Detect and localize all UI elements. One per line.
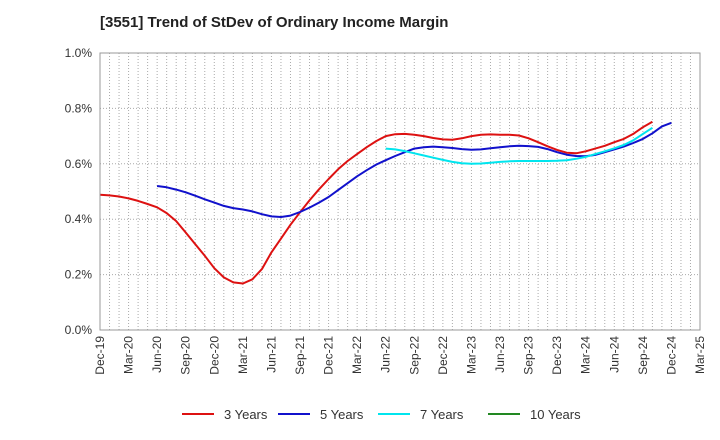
x-tick-label: Mar-20 (122, 336, 136, 374)
x-tick-label: Mar-24 (579, 336, 593, 374)
series-line-5-years (156, 121, 672, 218)
legend-label: 7 Years (420, 407, 464, 422)
legend-label: 10 Years (530, 407, 581, 422)
x-tick-label: Dec-24 (664, 336, 678, 375)
y-tick-label: 0.6% (65, 157, 93, 171)
x-tick-label: Dec-20 (207, 336, 221, 375)
series-layer (99, 120, 672, 285)
x-tick-label: Mar-23 (464, 336, 478, 374)
x-tick-label: Dec-19 (93, 336, 107, 375)
x-tick-label: Sep-23 (522, 336, 536, 375)
series-line-3-years (99, 120, 653, 285)
x-tick-label: Dec-21 (322, 336, 336, 375)
x-tick-label: Jun-24 (607, 336, 621, 373)
x-tick-label: Mar-21 (236, 336, 250, 374)
x-tick-label: Dec-22 (436, 336, 450, 375)
x-tick-label: Jun-22 (379, 336, 393, 373)
y-tick-label: 0.2% (65, 268, 93, 282)
y-tick-label: 0.8% (65, 101, 93, 115)
chart-title: [3551] Trend of StDev of Ordinary Income… (100, 14, 449, 31)
legend-label: 3 Years (224, 407, 268, 422)
x-tick-label: Mar-22 (350, 336, 364, 374)
y-tick-label: 1.0% (65, 46, 93, 60)
x-tick-label: Jun-21 (264, 336, 278, 373)
y-axis-tick-labels: 0.0% 0.2% 0.4% 0.6% 0.8% 1.0% (65, 46, 93, 337)
y-tick-label: 0.4% (65, 212, 93, 226)
x-tick-label: Sep-21 (293, 336, 307, 375)
grid-layer (100, 53, 700, 330)
x-tick-label: Sep-20 (179, 336, 193, 375)
x-tick-label: Jun-23 (493, 336, 507, 373)
legend: 3 Years 5 Years 7 Years 10 Years (182, 407, 581, 422)
legend-label: 5 Years (320, 407, 364, 422)
x-axis-tick-labels: Dec-19 Mar-20 Jun-20 Sep-20 Dec-20 Mar-21 Jun-… (93, 336, 707, 375)
y-tick-label: 0.0% (65, 323, 93, 337)
plot-frame (99, 52, 701, 331)
x-tick-label: Jun-20 (150, 336, 164, 373)
x-tick-label: Dec-23 (550, 336, 564, 375)
series-line-7-years (385, 126, 653, 165)
x-tick-label: Sep-24 (636, 336, 650, 375)
x-tick-label: Sep-22 (407, 336, 421, 375)
x-tick-label: Mar-25 (693, 336, 707, 374)
